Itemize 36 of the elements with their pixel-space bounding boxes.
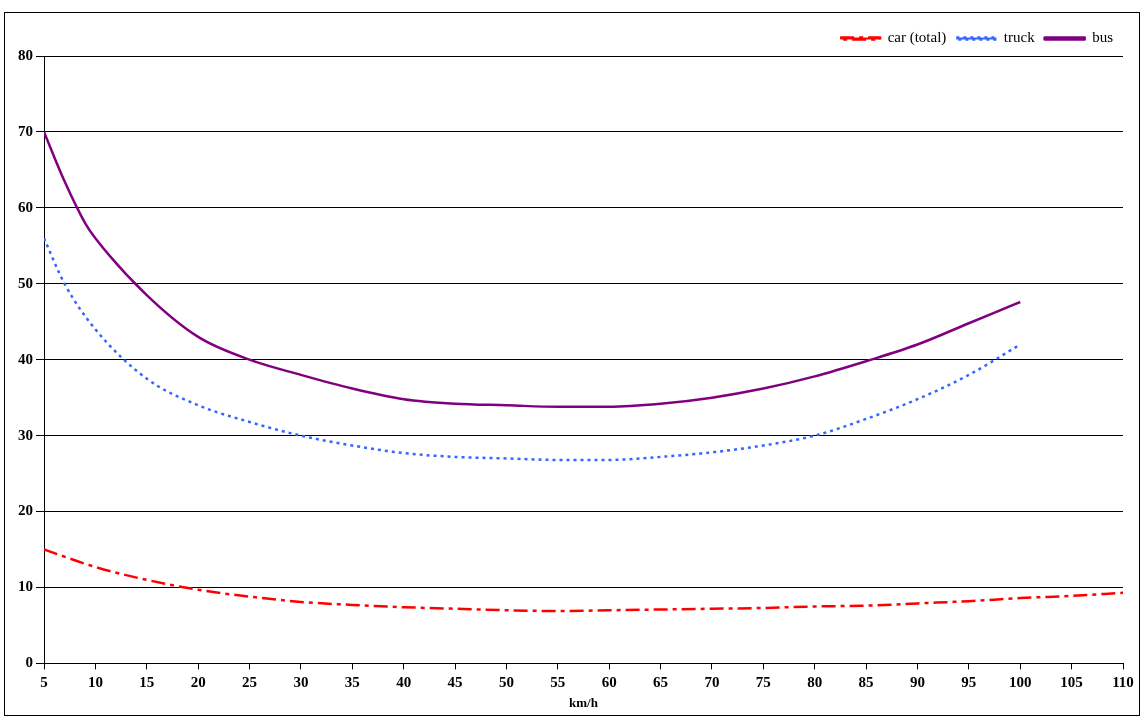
x-tick-label: 45 <box>447 673 463 690</box>
x-tick-label: 55 <box>550 673 566 690</box>
x-tick-label: 70 <box>704 673 720 690</box>
x-tick-label: 50 <box>498 673 514 690</box>
x-tick-label: 40 <box>396 673 412 690</box>
x-tick-label: 15 <box>139 673 155 690</box>
x-tick-label: 5 <box>40 673 48 690</box>
x-tick-label: 110 <box>1112 673 1134 690</box>
x-tick-label: 85 <box>858 673 874 690</box>
x-tick-label: 65 <box>653 673 669 690</box>
x-tick-label: 30 <box>293 673 309 690</box>
x-tick-label: 80 <box>807 673 823 690</box>
x-tick-label: 25 <box>242 673 258 690</box>
y-tick-label: 40 <box>18 350 33 367</box>
legend-label: bus <box>1092 29 1114 46</box>
legend-label: truck <box>1003 29 1036 46</box>
x-tick-label: 90 <box>909 673 925 690</box>
x-tick-label: 100 <box>1008 673 1032 690</box>
x-tick-label: 10 <box>87 673 103 690</box>
y-tick-label: 30 <box>18 426 33 443</box>
y-tick-label: 80 <box>18 46 33 63</box>
x-tick-label: 105 <box>1060 673 1083 690</box>
y-tick-label: 10 <box>18 578 33 595</box>
x-tick-label: 20 <box>190 673 206 690</box>
x-tick-label: 75 <box>755 673 771 690</box>
y-tick-label: 60 <box>18 198 33 215</box>
y-tick-label: 0 <box>25 654 33 671</box>
line-series <box>44 130 1022 409</box>
y-tick-label: 50 <box>18 274 33 291</box>
y-tick-label: 20 <box>18 502 33 519</box>
legend-label: car (total) <box>887 29 947 47</box>
y-tick-label: 70 <box>18 122 33 139</box>
x-tick-label: 95 <box>961 673 977 690</box>
x-tick-label: 35 <box>344 673 360 690</box>
x-tick-label: 60 <box>601 673 617 690</box>
x-axis-title: km/h <box>569 694 599 710</box>
